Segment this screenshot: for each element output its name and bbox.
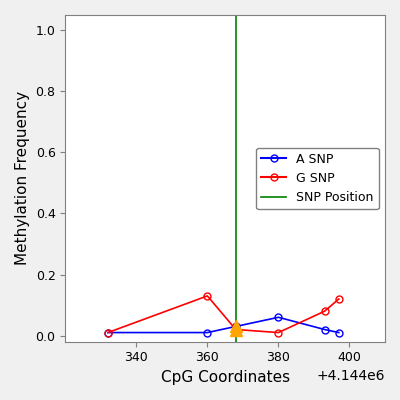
Legend: A SNP, G SNP, SNP Position: A SNP, G SNP, SNP Position — [256, 148, 379, 209]
X-axis label: CpG Coordinates: CpG Coordinates — [160, 370, 290, 385]
Y-axis label: Methylation Frequency: Methylation Frequency — [15, 91, 30, 266]
